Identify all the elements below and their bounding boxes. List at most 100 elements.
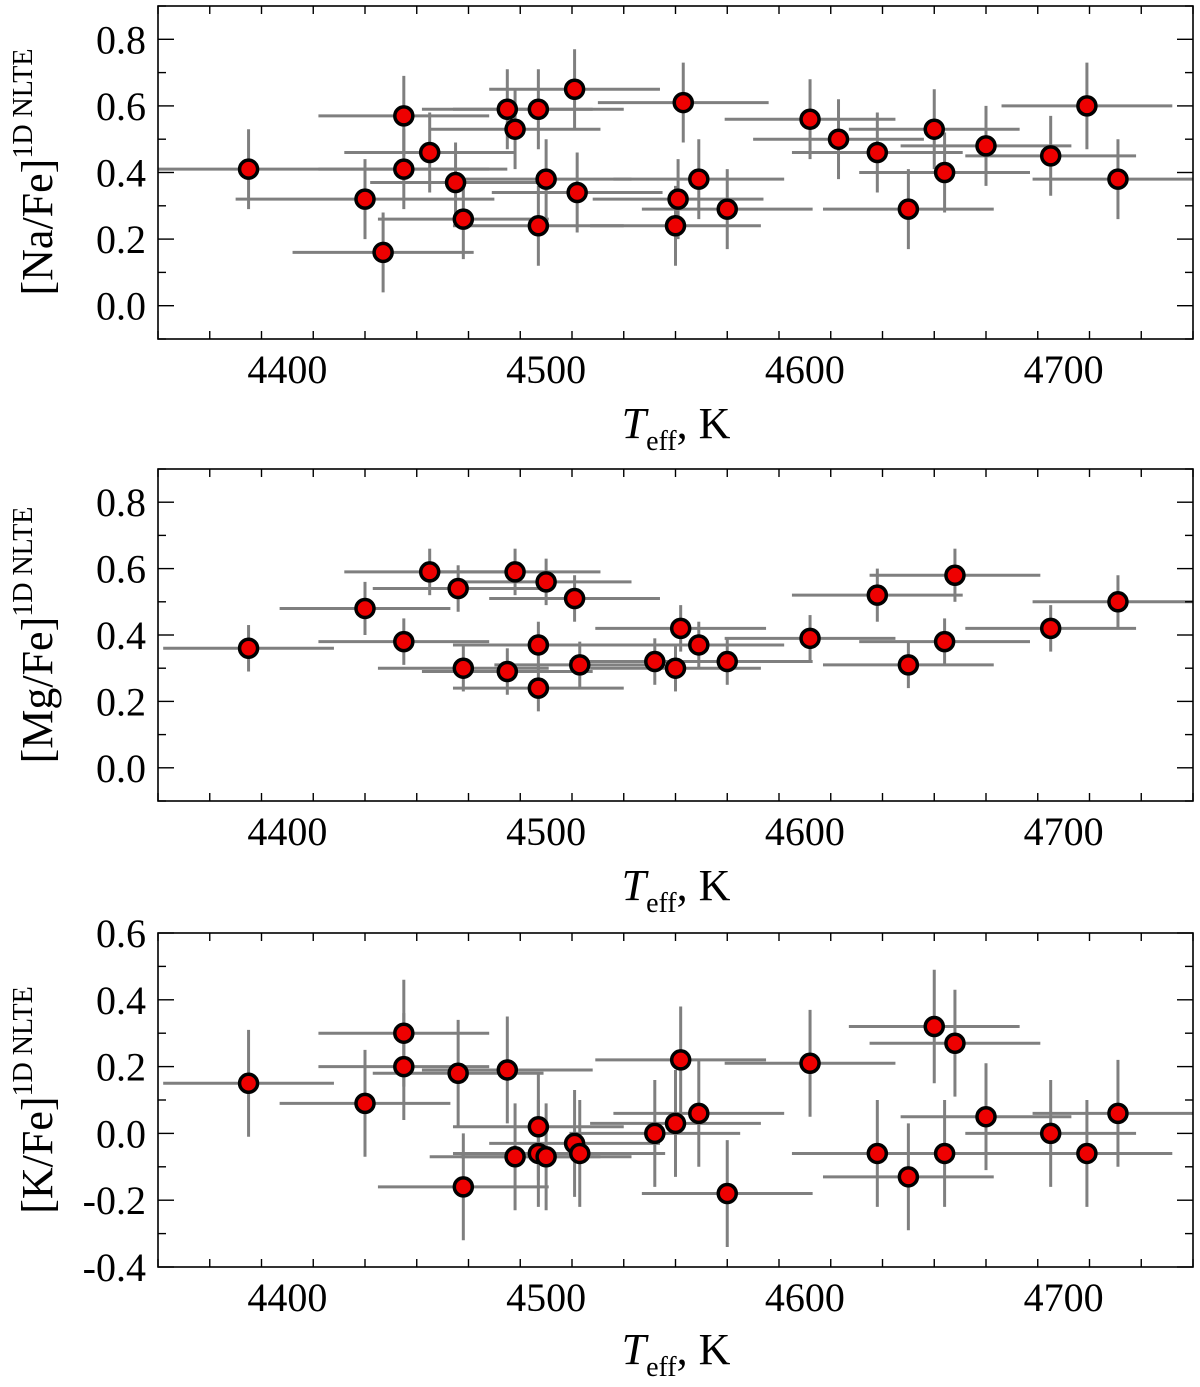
data-point-k-18 xyxy=(799,1052,821,1075)
data-point-na-5 xyxy=(418,141,441,164)
data-points-mg xyxy=(163,548,1193,712)
xlabel-na-suffix: , K xyxy=(677,399,731,448)
data-point-k-27 xyxy=(1107,1102,1129,1125)
xlabel-na: Teff, K xyxy=(622,399,731,457)
data-point-na-6 xyxy=(444,171,467,194)
data-point-k-12 xyxy=(569,1142,591,1165)
data-point-na-11 xyxy=(527,215,550,237)
xlabel-mg-suffix: , K xyxy=(677,861,731,910)
xtick-label-k: 4600 xyxy=(765,1275,845,1320)
data-point-mg-10 xyxy=(535,571,557,593)
ylabel-k-main: [K/Fe] xyxy=(13,1096,62,1213)
ytick-label-na: 0.8 xyxy=(96,17,146,62)
data-point-na-26 xyxy=(975,135,997,157)
data-point-na-13 xyxy=(563,78,586,100)
panel-na: 4400 4500 4600 4700 0.0 0.2 0.4 0.6 0.8 [Na/Fe]1… xyxy=(8,5,1194,457)
xlabel-k: Teff, K xyxy=(622,1325,731,1383)
data-point-mg-9 xyxy=(527,677,550,699)
data-point-mg-3 xyxy=(418,561,441,583)
ylabel-na: [Na/Fe]1D NLTE xyxy=(8,48,62,295)
data-point-k-2 xyxy=(393,1022,415,1044)
ytick-label-k: 0.6 xyxy=(96,911,146,956)
data-point-k-19 xyxy=(866,1142,889,1165)
ytick-label-k: 0.0 xyxy=(96,1111,146,1156)
ytick-label-na: 0.0 xyxy=(96,284,146,329)
data-point-mg-20 xyxy=(897,654,920,676)
data-point-na-3 xyxy=(393,105,415,127)
data-point-k-15 xyxy=(669,1049,692,1071)
data-point-mg-17 xyxy=(716,650,738,673)
data-point-k-21 xyxy=(923,1015,945,1038)
data-point-k-16 xyxy=(688,1102,710,1125)
data-point-k-1 xyxy=(354,1092,376,1115)
data-point-k-17 xyxy=(716,1182,738,1205)
ylabel-na-main: [Na/Fe] xyxy=(13,159,62,296)
data-point-k-24 xyxy=(975,1105,997,1128)
data-point-mg-13 xyxy=(644,650,666,673)
ylabel-mg-main: [Mg/Fe] xyxy=(13,617,62,764)
data-point-k-14 xyxy=(664,1112,687,1135)
data-point-na-20 xyxy=(799,108,821,130)
ytick-label-na: 0.2 xyxy=(96,217,146,262)
xtick-label-k: 4500 xyxy=(506,1275,586,1320)
panel-mg: 4400 4500 4600 4700 0.0 0.2 0.4 0.6 0.8 [Mg/Fe]1… xyxy=(8,468,1194,919)
data-point-na-10 xyxy=(527,98,550,120)
data-point-mg-5 xyxy=(452,657,475,679)
ytick-label-k: 0.2 xyxy=(96,1045,146,1090)
ytick-label-k: -0.2 xyxy=(83,1178,146,1223)
xtick-label-mg: 4500 xyxy=(506,809,586,854)
data-point-na-23 xyxy=(897,198,920,220)
data-point-mg-8 xyxy=(527,634,550,656)
data-point-mg-16 xyxy=(688,634,710,656)
xtick-label-mg: 4400 xyxy=(247,809,327,854)
data-point-k-3 xyxy=(393,1055,415,1078)
data-point-na-17 xyxy=(672,91,695,114)
data-point-k-22 xyxy=(933,1142,956,1165)
xlabel-mg-sub: eff xyxy=(646,888,677,919)
data-point-k-5 xyxy=(452,1176,475,1198)
ytick-label-na: 0.4 xyxy=(96,151,146,196)
data-point-mg-18 xyxy=(799,627,821,650)
xtick-label-k: 4700 xyxy=(1024,1275,1104,1320)
data-point-k-20 xyxy=(897,1166,920,1188)
xtick-label-mg: 4600 xyxy=(765,809,845,854)
data-point-k-0 xyxy=(237,1072,260,1095)
data-point-na-16 xyxy=(667,188,689,210)
data-point-k-7 xyxy=(504,1146,526,1168)
data-point-k-4 xyxy=(447,1062,469,1085)
data-point-na-18 xyxy=(688,168,710,190)
data-point-mg-23 xyxy=(1039,617,1062,640)
xlabel-k-main: T xyxy=(622,1325,650,1374)
data-point-k-25 xyxy=(1039,1122,1062,1145)
data-point-na-15 xyxy=(664,215,687,237)
data-points-na xyxy=(158,49,1193,293)
ytick-label-mg: 0.6 xyxy=(96,547,146,592)
ytick-label-na: 0.6 xyxy=(96,84,146,129)
ylabel-k-sup: 1D NLTE xyxy=(8,986,39,1096)
data-points-k xyxy=(163,969,1193,1247)
data-point-na-9 xyxy=(504,118,526,140)
data-point-mg-14 xyxy=(664,657,687,679)
data-point-na-4 xyxy=(393,158,415,180)
markers-k xyxy=(237,1015,1129,1205)
data-point-mg-2 xyxy=(393,630,415,653)
data-point-k-23 xyxy=(944,1032,966,1054)
xlabel-na-sub: eff xyxy=(646,426,677,457)
ylabel-mg: [Mg/Fe]1D NLTE xyxy=(8,507,62,764)
data-point-na-24 xyxy=(923,118,945,140)
xlabel-mg: Teff, K xyxy=(622,861,731,919)
data-point-na-28 xyxy=(1076,95,1098,117)
data-point-na-27 xyxy=(1039,145,1062,167)
panel-k: 4400 4500 4600 4700 -0.4 -0.2 0.0 0.2 0.4 0.6 [K/… xyxy=(8,911,1194,1383)
data-point-na-12 xyxy=(535,168,557,190)
data-point-k-10 xyxy=(535,1146,557,1168)
data-point-mg-0 xyxy=(237,637,260,660)
data-point-mg-15 xyxy=(669,617,692,640)
data-point-na-14 xyxy=(566,181,588,204)
ytick-label-mg: 0.2 xyxy=(96,679,146,724)
data-point-na-29 xyxy=(1107,168,1129,190)
data-point-k-13 xyxy=(644,1122,666,1145)
xlabel-mg-main: T xyxy=(622,861,650,910)
xtick-label-na: 4500 xyxy=(506,347,586,392)
